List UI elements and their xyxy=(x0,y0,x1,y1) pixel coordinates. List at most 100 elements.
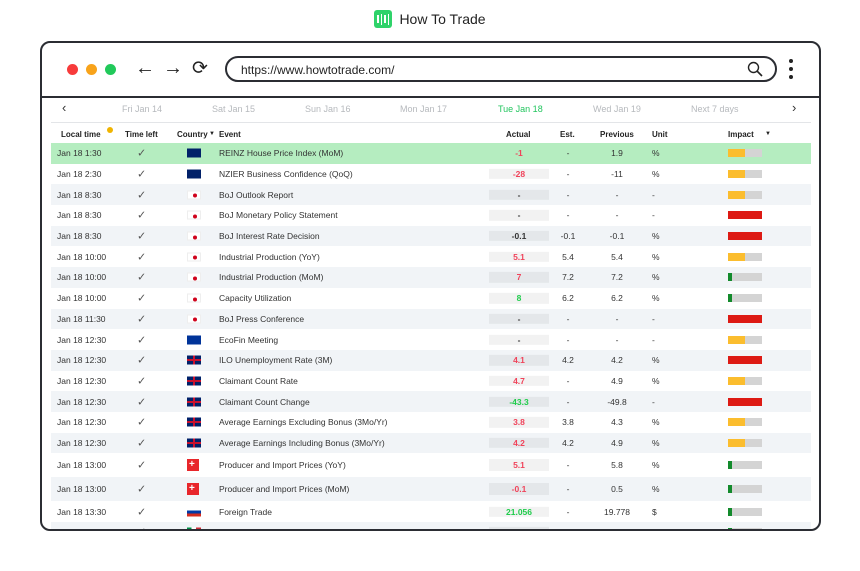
date-tab[interactable]: Next 7 days xyxy=(691,104,739,114)
event-name[interactable]: Average Earnings Including Bonus (3Mo/Yr… xyxy=(219,437,385,448)
col-event[interactable]: Event xyxy=(219,130,241,139)
maximize-window-button[interactable] xyxy=(105,64,116,75)
event-name[interactable]: Producer and Import Prices (MoM) xyxy=(219,484,350,495)
back-arrow-icon[interactable]: ← xyxy=(135,57,155,79)
event-name[interactable]: EcoFin Meeting xyxy=(219,334,279,345)
address-bar[interactable]: https://www.howtotrade.com/ xyxy=(225,56,777,82)
table-row[interactable]: Jan 18 10:00 ✓ Industrial Production (MoM)… xyxy=(51,267,811,288)
col-unit[interactable]: Unit xyxy=(652,130,668,139)
col-local-time[interactable]: Local time xyxy=(61,130,101,139)
actual-column-shade xyxy=(489,483,549,496)
event-name[interactable]: Industrial Production (MoM) xyxy=(219,272,324,283)
event-time: Jan 18 2:30 xyxy=(57,169,102,180)
next-chevron-icon[interactable]: › xyxy=(792,100,797,115)
event-name[interactable]: Claimant Count Change xyxy=(219,396,310,407)
impact-bar xyxy=(728,335,762,344)
unit-value: % xyxy=(652,148,660,159)
actual-value: -28 xyxy=(512,169,526,180)
col-country[interactable]: Country xyxy=(177,130,208,139)
previous-value: 4.2 xyxy=(611,355,623,366)
check-icon: ✓ xyxy=(137,147,147,160)
impact-dropdown-icon[interactable]: ▼ xyxy=(765,131,771,137)
date-tab[interactable]: Mon Jan 17 xyxy=(400,104,448,114)
info-icon[interactable] xyxy=(107,127,113,133)
table-row[interactable]: Jan 18 13:30 ✓ Foreign Trade 21.056 - 19.778 $ xyxy=(51,501,811,522)
reload-icon[interactable]: ⟳ xyxy=(192,58,208,79)
event-name[interactable]: Claimant Count Rate xyxy=(219,375,298,386)
check-icon: ✓ xyxy=(137,506,147,519)
minimize-window-button[interactable] xyxy=(86,64,97,75)
event-name[interactable]: BoJ Outlook Report xyxy=(219,189,294,200)
actual-value: -0.1 xyxy=(511,484,527,495)
unit-value: % xyxy=(652,231,660,242)
col-previous[interactable]: Previous xyxy=(600,130,634,139)
country-dropdown-icon[interactable]: ▼ xyxy=(209,131,215,137)
previous-value: 4.9 xyxy=(611,437,623,448)
impact-bar xyxy=(728,232,762,241)
table-row[interactable]: Jan 18 10:00 ✓ Industrial Production (YoY)… xyxy=(51,246,811,267)
table-row[interactable]: Jan 18 12:30 ✓ Average Earnings Excluding … xyxy=(51,412,811,433)
event-name[interactable]: ILO Unemployment Rate (3M) xyxy=(219,355,333,366)
table-row[interactable]: Jan 18 11:30 ✓ BoJ Press Conference - - - - xyxy=(51,308,811,330)
impact-bar xyxy=(728,211,762,220)
previous-value: 7.2 xyxy=(611,272,623,283)
estimate-value: 3.8 xyxy=(562,417,574,428)
table-row[interactable]: Jan 18 13:00 ✓ + Producer and Import Prices… xyxy=(51,453,811,477)
actual-column-shade xyxy=(489,355,549,366)
table-row[interactable]: ✓ xyxy=(51,522,811,529)
previous-value: 1.9 xyxy=(611,148,623,159)
search-icon[interactable] xyxy=(747,61,763,77)
table-row[interactable]: Jan 18 12:30 ✓ Average Earnings Including … xyxy=(51,432,811,454)
forward-arrow-icon[interactable]: → xyxy=(163,57,183,79)
previous-value: 4.9 xyxy=(611,375,623,386)
event-name[interactable]: NZIER Business Confidence (QoQ) xyxy=(219,169,353,180)
unit-value: % xyxy=(652,437,660,448)
previous-value: 5.4 xyxy=(611,251,623,262)
event-name[interactable]: Average Earnings Excluding Bonus (3Mo/Yr… xyxy=(219,417,388,428)
close-window-button[interactable] xyxy=(67,64,78,75)
date-tab-active[interactable]: Tue Jan 18 xyxy=(498,104,543,114)
table-row[interactable]: Jan 18 2:30 ✓ NZIER Business Confidence (Q… xyxy=(51,164,811,185)
event-time: Jan 18 8:30 xyxy=(57,189,102,200)
actual-column-shade xyxy=(489,272,549,283)
event-name[interactable]: Capacity Utilization xyxy=(219,293,292,304)
table-row[interactable]: Jan 18 8:30 ✓ BoJ Monetary Policy Statemen… xyxy=(51,205,811,226)
actual-value: 5.1 xyxy=(513,460,525,471)
actual-column-shade xyxy=(489,375,549,387)
table-row[interactable]: Jan 18 8:30 ✓ BoJ Outlook Report - - - - xyxy=(51,184,811,206)
actual-value: - xyxy=(517,189,521,200)
date-tab[interactable]: Wed Jan 19 xyxy=(593,104,641,114)
col-est[interactable]: Est. xyxy=(560,130,575,139)
date-tab[interactable]: Fri Jan 14 xyxy=(122,104,163,114)
table-row[interactable]: Jan 18 12:30 ✓ ILO Unemployment Rate (3M) 4… xyxy=(51,349,811,371)
table-row[interactable]: Jan 18 8:30 ✓ BoJ Interest Rate Decision -0… xyxy=(51,225,811,247)
event-name[interactable]: Industrial Production (YoY) xyxy=(219,251,320,262)
prev-chevron-icon[interactable]: ‹ xyxy=(62,100,67,115)
actual-column-shade xyxy=(489,334,549,345)
event-name[interactable]: BoJ Monetary Policy Statement xyxy=(219,210,338,221)
col-time-left[interactable]: Time left xyxy=(125,130,158,139)
menu-kebab-icon[interactable] xyxy=(789,59,793,83)
unit-value: - xyxy=(652,189,655,200)
table-row[interactable]: Jan 18 12:30 ✓ Claimant Count Change -43.3 -… xyxy=(51,391,811,412)
col-actual[interactable]: Actual xyxy=(506,130,531,139)
event-name[interactable]: Producer and Import Prices (YoY) xyxy=(219,460,346,471)
impact-bar xyxy=(728,149,762,158)
date-tab[interactable]: Sat Jan 15 xyxy=(212,104,256,114)
impact-fill xyxy=(728,438,745,447)
event-name[interactable]: REINZ House Price Index (MoM) xyxy=(219,148,344,159)
col-impact[interactable]: Impact xyxy=(728,130,754,139)
table-row[interactable]: Jan 18 12:30 ✓ EcoFin Meeting - - - - xyxy=(51,329,811,350)
date-navigation: ‹ Fri Jan 14 Sat Jan 15 Sun Jan 16 Mon J… xyxy=(42,98,819,120)
actual-column-shade xyxy=(489,437,549,449)
event-name[interactable]: BoJ Interest Rate Decision xyxy=(219,231,320,242)
table-row[interactable]: Jan 18 10:00 ✓ Capacity Utilization 8 6.2 6.2… xyxy=(51,288,811,309)
table-row[interactable]: Jan 18 13:00 ✓ + Producer and Import Prices… xyxy=(51,477,811,502)
event-time: Jan 18 1:30 xyxy=(57,148,102,159)
event-name[interactable]: BoJ Press Conference xyxy=(219,313,305,324)
actual-value: 4.2 xyxy=(513,437,525,448)
table-row[interactable]: Jan 18 12:30 ✓ Claimant Count Rate 4.7 - 4.9% xyxy=(51,371,811,392)
event-name[interactable]: Foreign Trade xyxy=(219,506,272,517)
table-row-highlighted[interactable]: Jan 18 1:30 ✓ REINZ House Price Index (MoM… xyxy=(51,143,811,164)
date-tab[interactable]: Sun Jan 16 xyxy=(305,104,351,114)
